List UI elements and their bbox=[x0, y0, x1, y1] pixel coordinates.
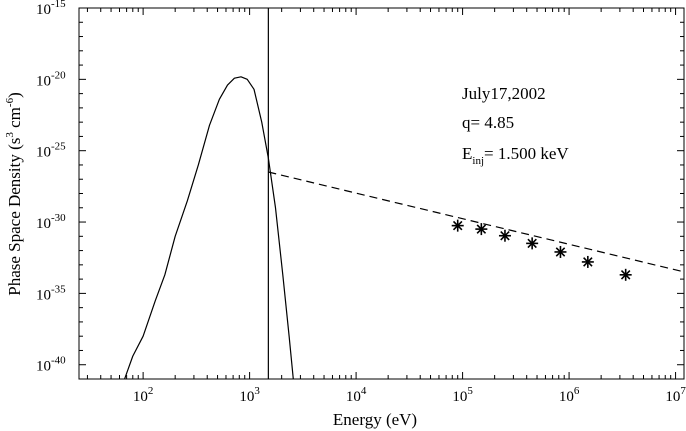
y-tick-exp: -30 bbox=[51, 212, 66, 224]
y-tick-base: 10 bbox=[36, 73, 51, 89]
asterisk-stroke bbox=[620, 270, 631, 280]
asterisk-stroke bbox=[527, 238, 537, 249]
x-tick-base: 10 bbox=[346, 389, 361, 405]
data-point-asterisk bbox=[526, 237, 539, 250]
maxwellian-curve bbox=[123, 76, 294, 379]
y-axis-title: Phase Space Density (s3 cm-6) bbox=[4, 92, 24, 296]
marker-layer bbox=[451, 219, 632, 281]
y-tick-label: 10-20 bbox=[36, 69, 66, 89]
x-tick-exp: 7 bbox=[680, 385, 686, 397]
x-tick-label: 105 bbox=[452, 385, 473, 405]
y-tick-exp: -40 bbox=[51, 355, 66, 367]
y-axis-title-exp1: 3 bbox=[4, 132, 16, 138]
annotation-block: July17,2002 q= 4.85 Einj= 1.500 keV bbox=[462, 84, 569, 167]
y-tick-exp: -20 bbox=[51, 69, 66, 81]
y-tick-base: 10 bbox=[36, 216, 51, 232]
plot-frame bbox=[78, 7, 685, 380]
y-tick-exp: -25 bbox=[51, 141, 66, 153]
x-tick-base: 10 bbox=[133, 389, 148, 405]
x-tick-base: 10 bbox=[239, 389, 254, 405]
asterisk-stroke bbox=[476, 224, 487, 234]
y-tick-label: 10-35 bbox=[36, 283, 66, 303]
power-law-dashed-line bbox=[268, 171, 684, 273]
y-axis-title-exp2: -6 bbox=[4, 97, 16, 107]
annotation-e-label: E bbox=[462, 144, 472, 163]
y-axis-title-prefix: Phase Space Density (s bbox=[5, 138, 24, 296]
y-tick-base: 10 bbox=[36, 359, 51, 375]
y-tick-label: 10-25 bbox=[36, 141, 66, 161]
data-point-asterisk bbox=[498, 229, 511, 242]
annotation-e-sub: inj bbox=[472, 155, 484, 167]
y-tick-label: 10-30 bbox=[36, 212, 66, 232]
x-tick-label: 102 bbox=[133, 385, 154, 405]
data-point-asterisk bbox=[451, 219, 464, 232]
x-tick-exp: 4 bbox=[361, 385, 367, 397]
y-tick-exp: -35 bbox=[51, 283, 66, 295]
x-tick-exp: 5 bbox=[467, 385, 473, 397]
y-tick-label: 10-15 bbox=[36, 0, 66, 18]
x-tick-base: 10 bbox=[452, 389, 467, 405]
data-point-asterisk bbox=[581, 255, 594, 268]
y-axis-title-suffix: ) bbox=[5, 92, 24, 98]
annotation-einj: Einj= 1.500 keV bbox=[462, 144, 569, 167]
x-axis-title: Energy (eV) bbox=[333, 410, 417, 429]
x-tick-label: 104 bbox=[346, 385, 367, 405]
x-tick-base: 10 bbox=[559, 389, 574, 405]
x-tick-label: 106 bbox=[559, 385, 580, 405]
annotation-date: July17,2002 bbox=[462, 84, 546, 103]
x-tick-exp: 6 bbox=[574, 385, 580, 397]
annotation-q: q= 4.85 bbox=[462, 113, 514, 132]
y-tick-exp: -15 bbox=[51, 0, 66, 10]
y-tick-base: 10 bbox=[36, 145, 51, 161]
x-tick-label: 103 bbox=[239, 385, 260, 405]
data-point-asterisk bbox=[475, 223, 488, 236]
x-axis-ticks: 102 103 104 105 106 107 bbox=[86, 8, 686, 405]
x-tick-base: 10 bbox=[665, 389, 680, 405]
annotation-e-value: = 1.500 keV bbox=[484, 144, 569, 163]
x-tick-exp: 3 bbox=[254, 385, 260, 397]
y-axis-title-mid: cm bbox=[5, 107, 24, 132]
asterisk-stroke bbox=[500, 230, 510, 241]
asterisk-stroke bbox=[452, 220, 463, 231]
asterisk-stroke bbox=[555, 247, 566, 257]
asterisk-stroke bbox=[583, 257, 593, 267]
x-tick-exp: 2 bbox=[148, 385, 154, 397]
data-point-asterisk bbox=[554, 245, 567, 258]
x-tick-label: 107 bbox=[665, 385, 686, 405]
y-tick-base: 10 bbox=[36, 2, 51, 18]
y-tick-label: 10-40 bbox=[36, 355, 66, 375]
series-layer bbox=[123, 76, 684, 379]
data-point-asterisk bbox=[619, 268, 632, 281]
y-tick-base: 10 bbox=[36, 287, 51, 303]
